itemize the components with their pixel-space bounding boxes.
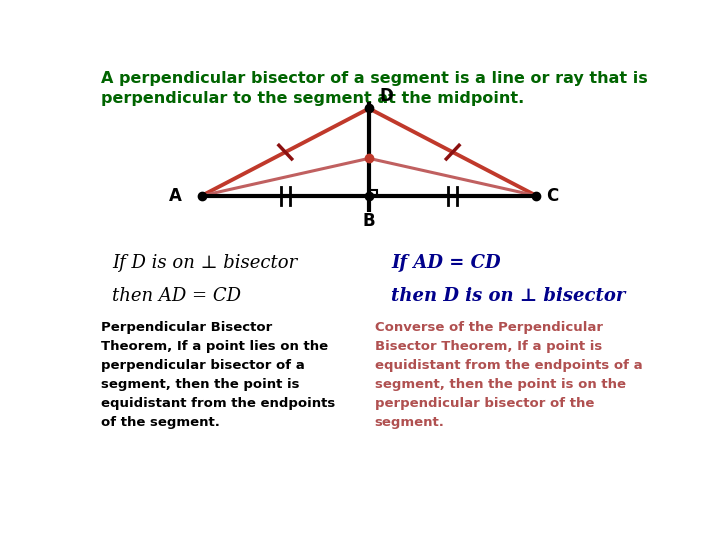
Text: Converse of the Perpendicular
Bisector Theorem, If a point is
equidistant from t: Converse of the Perpendicular Bisector T… [374,321,642,429]
Text: Perpendicular Bisector
Theorem, If a point lies on the
perpendicular bisector of: Perpendicular Bisector Theorem, If a poi… [101,321,336,429]
Text: A perpendicular bisector of a segment is a line or ray that is
perpendicular to : A perpendicular bisector of a segment is… [101,71,648,106]
Text: then AD = CD: then AD = CD [112,287,241,305]
Text: B: B [363,212,375,231]
Text: A: A [169,187,182,205]
Text: then D is on ⊥ bisector: then D is on ⊥ bisector [392,287,626,305]
Text: If D is on ⊥ bisector: If D is on ⊥ bisector [112,254,297,272]
Text: C: C [546,187,559,205]
Text: If AD = CD: If AD = CD [392,254,501,272]
Text: D: D [379,87,393,105]
